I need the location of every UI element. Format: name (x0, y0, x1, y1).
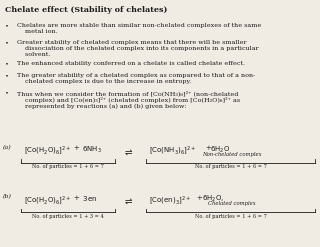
Text: +: + (205, 144, 211, 152)
Text: No. of particles = 1 + 3 = 4: No. of particles = 1 + 3 = 4 (32, 214, 104, 219)
Text: $[\mathrm{Co(H_2O)_6}]^{2+}$: $[\mathrm{Co(H_2O)_6}]^{2+}$ (24, 194, 71, 207)
Text: $3\,\mathrm{en}$: $3\,\mathrm{en}$ (82, 194, 97, 203)
Text: The greater stability of a chelated complex as compared to that of a non-
    ch: The greater stability of a chelated comp… (17, 73, 255, 84)
Text: Non-chelated complex: Non-chelated complex (202, 152, 262, 157)
Text: $6\mathrm{H_2O,}$: $6\mathrm{H_2O,}$ (202, 194, 224, 204)
Text: $6\mathrm{H_2O}$: $6\mathrm{H_2O}$ (210, 144, 230, 155)
Text: •: • (5, 73, 9, 78)
Text: Chelated complex: Chelated complex (208, 201, 256, 206)
Text: $[\mathrm{Co(NH_3)_6}]^{2+}$: $[\mathrm{Co(NH_3)_6}]^{2+}$ (149, 144, 196, 157)
Text: +: + (196, 194, 202, 202)
Text: •: • (5, 40, 9, 45)
Text: $[\mathrm{Co(en)_3}]^{2+}$: $[\mathrm{Co(en)_3}]^{2+}$ (149, 194, 191, 207)
Text: Chelate effect (Stability of chelates): Chelate effect (Stability of chelates) (5, 6, 167, 14)
Text: (a): (a) (3, 144, 12, 150)
Text: $\rightleftharpoons$: $\rightleftharpoons$ (123, 196, 134, 206)
Text: •: • (5, 90, 9, 95)
Text: The enhanced stability conferred on a chelate is called chelate effect.: The enhanced stability conferred on a ch… (17, 61, 244, 66)
Text: $[\mathrm{Co(H_2O)_6}]^{2+}$: $[\mathrm{Co(H_2O)_6}]^{2+}$ (24, 144, 71, 157)
Text: •: • (5, 23, 9, 28)
Text: Greater stability of chelated complex means that there will be smaller
    disso: Greater stability of chelated complex me… (17, 40, 258, 57)
Text: Thus when we consider the formation of [Co(NH₃)₆]²⁺ (non-chelated
    complex) a: Thus when we consider the formation of [… (17, 90, 240, 109)
Text: No. of particles = 1 + 6 = 7: No. of particles = 1 + 6 = 7 (195, 214, 266, 219)
Text: +: + (74, 144, 79, 152)
Text: No. of particles = 1 + 6 = 7: No. of particles = 1 + 6 = 7 (32, 164, 104, 169)
Text: $\rightleftharpoons$: $\rightleftharpoons$ (123, 147, 134, 157)
Text: $6\mathrm{NH_3}$: $6\mathrm{NH_3}$ (82, 144, 101, 155)
Text: •: • (5, 61, 9, 66)
Text: No. of particles = 1 + 6 = 7: No. of particles = 1 + 6 = 7 (195, 164, 266, 169)
Text: +: + (74, 194, 79, 202)
Text: Chelates are more stable than similar non-chelated complexes of the same
    met: Chelates are more stable than similar no… (17, 23, 261, 35)
Text: (b): (b) (3, 194, 12, 199)
